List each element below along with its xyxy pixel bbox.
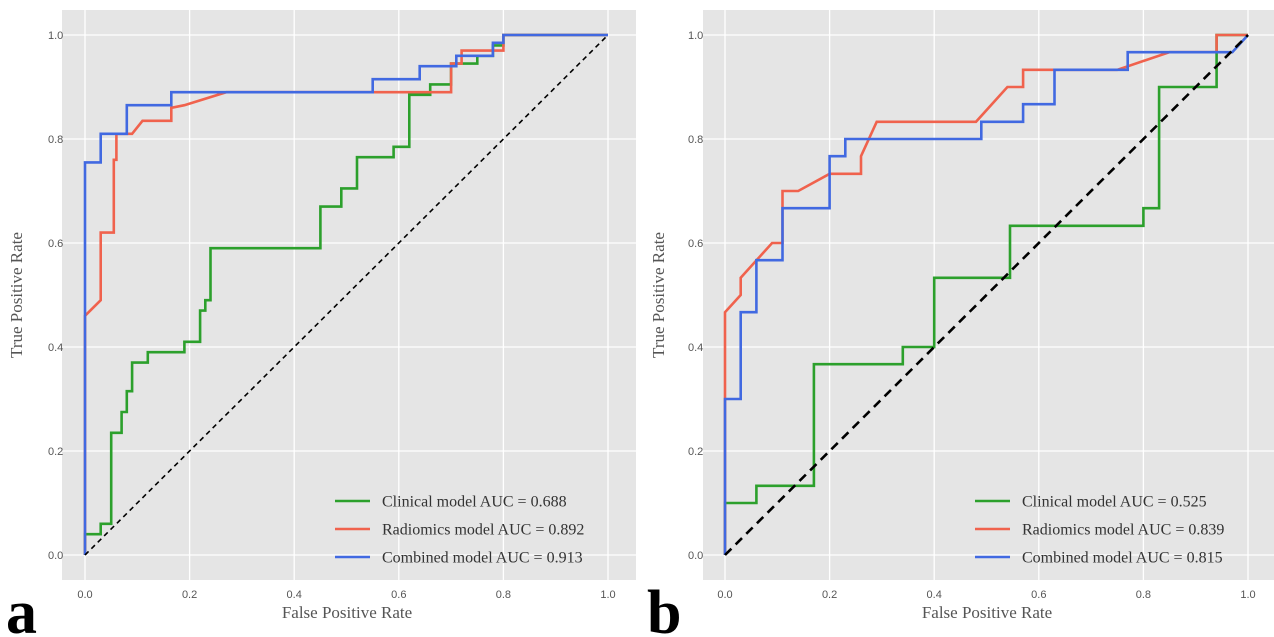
y-tick-label: 0.4 [688,342,703,354]
y-tick-label: 1.0 [688,30,703,42]
roc-panel-b: 0.0 0.2 0.4 0.6 0.8 1.0 0.0 0.2 0.4 0.6 0.8 1.0 Clin… [647,10,1274,637]
x-tick-label: 0.6 [391,589,406,601]
roc-curve-combined [723,34,1249,555]
y-tick-label: 0.8 [48,134,63,146]
roc-curve-clinical [723,33,1248,555]
x-tick-label: 0.0 [717,589,732,601]
diagonal-reference-line [84,34,609,556]
x-tick-label: 1.0 [1240,589,1255,601]
y-tick-label: 0.0 [688,550,703,562]
y-tick-label: 0.8 [688,134,703,146]
x-axis-label: False Positive Rate [282,603,412,622]
legend-entry: Combined model AUC = 0.913 [382,550,583,567]
y-tick-label: 0.2 [48,446,63,458]
x-tick-label: 0.8 [496,589,511,601]
x-tick-label: 0.4 [927,589,942,601]
y-axis-label: True Positive Rate [7,232,26,358]
y-tick-label: 0.4 [48,342,63,354]
x-tick-label: 0.2 [182,589,197,601]
y-axis-label: True Positive Rate [649,232,668,358]
x-tick-label: 0.8 [1136,589,1151,601]
y-tick-label: 0.2 [688,446,703,458]
y-tick-label: 0.6 [688,238,703,250]
legend-entry: Radiomics model AUC = 0.839 [1022,522,1224,539]
diagonal-reference-line [724,34,1249,556]
x-tick-label: 0.2 [822,589,837,601]
x-tick-label: 0.6 [1031,589,1046,601]
roc-curve-clinical [83,33,608,555]
x-axis-label: False Positive Rate [922,603,1052,622]
y-tick-label: 0.6 [48,238,63,250]
legend-entry: Radiomics model AUC = 0.892 [382,522,584,539]
panel-letter: a [6,579,37,637]
legend-entry: Combined model AUC = 0.815 [1022,550,1223,567]
y-tick-label: 0.0 [48,550,63,562]
x-tick-label: 1.0 [600,589,615,601]
panel-letter: b [647,579,681,637]
roc-panel-a: 0.0 0.2 0.4 0.6 0.8 1.0 0.0 0.2 0.4 0.6 0.8 1.0 Clin… [6,10,636,637]
legend-entry: Clinical model AUC = 0.525 [1022,494,1207,511]
roc-curve-radiomics [83,33,608,555]
x-tick-label: 0.0 [77,589,92,601]
roc-curve-combined [83,33,608,555]
legend-entry: Clinical model AUC = 0.688 [382,494,567,511]
x-tick-label: 0.4 [287,589,302,601]
y-tick-label: 1.0 [48,30,63,42]
